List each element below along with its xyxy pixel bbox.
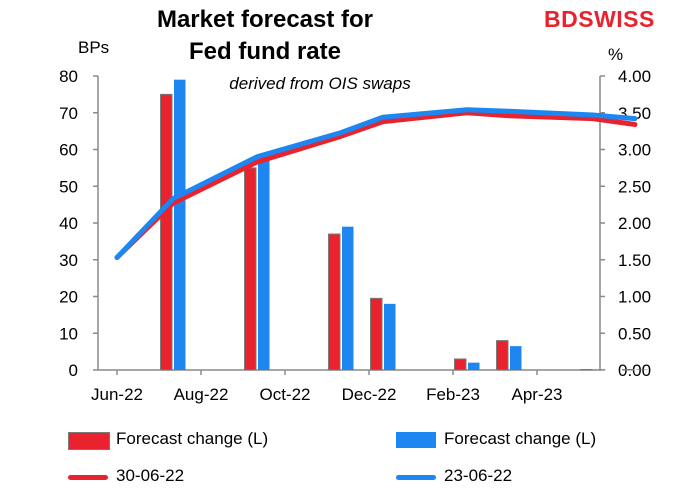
right-axis-tick-label: 1.50	[618, 251, 651, 270]
bar-blue-23-06-22	[174, 79, 186, 371]
right-axis-tick-label: 0.00	[618, 361, 651, 380]
legend-label-red-bar: Forecast change (L)	[116, 429, 269, 448]
logo-swiss: SWISS	[578, 6, 655, 32]
legend-item-blue-line: 23-06-22	[396, 466, 676, 490]
chart-title-line1: Market forecast for	[156, 6, 374, 33]
legend-label-blue-bar: Forecast change (L)	[444, 429, 597, 448]
x-axis-tick-label: Aug-22	[174, 385, 229, 404]
left-axis-tick-label: 80	[59, 67, 78, 86]
legend-item-blue-bar: Forecast change (L)	[396, 429, 676, 453]
bar-blue-23-06-22	[510, 346, 522, 370]
legend-item-red-bar: Forecast change (L)	[68, 429, 348, 453]
bar-red-30-06-22	[496, 340, 509, 371]
logo-bd: BD	[544, 6, 579, 32]
chart-subtitle: derived from OIS swaps	[229, 74, 411, 93]
right-axis-tick-label: 2.00	[618, 214, 651, 233]
bar-blue-23-06-22	[594, 369, 606, 370]
bar-blue-23-06-22	[636, 369, 648, 370]
legend-swatch-red-bar	[68, 432, 110, 450]
x-axis-tick-label: Oct-22	[259, 385, 310, 404]
bar-red-30-06-22	[454, 358, 467, 371]
left-axis-tick-label: 30	[59, 251, 78, 270]
x-axis-tick-label: Feb-23	[426, 385, 480, 404]
legend-label-blue-line: 23-06-22	[444, 466, 513, 485]
chart-title-line2: Fed fund rate	[188, 38, 341, 65]
line-series-30-06-22	[114, 110, 638, 260]
left-axis-tick-label: 70	[59, 104, 78, 123]
bar-blue-23-06-22	[384, 303, 396, 370]
right-axis-tick-label: 0.50	[618, 324, 651, 343]
legend-item-red-line: 30-06-22	[68, 466, 348, 490]
x-axis-tick-label: Dec-22	[342, 385, 397, 404]
bar-blue-23-06-22	[468, 362, 480, 370]
bdswiss-logo: BDSWISS	[544, 6, 655, 33]
right-axis-tick-label: 2.50	[618, 177, 651, 196]
x-axis-tick-label: Apr-23	[511, 385, 562, 404]
bar-blue-23-06-22	[258, 156, 270, 370]
right-axis-tick-label: 1.00	[618, 288, 651, 307]
bar-blue-23-06-22	[342, 226, 354, 370]
x-axis-tick-label: Jun-22	[91, 385, 143, 404]
bar-red-30-06-22	[244, 167, 257, 371]
legend-label-red-line: 30-06-22	[116, 466, 185, 485]
right-axis-tick-label: 4.00	[618, 67, 651, 86]
bar-red-30-06-22	[160, 93, 173, 371]
chart-title: Market forecast for Fed fund rate	[140, 4, 390, 68]
right-axis-unit: %	[608, 45, 624, 64]
left-axis-tick-label: 40	[59, 214, 78, 233]
legend-swatch-blue-bar	[396, 432, 436, 448]
bar-red-30-06-22	[622, 369, 635, 371]
bar-red-30-06-22	[580, 369, 593, 371]
left-axis-unit: BPs	[78, 38, 110, 57]
left-axis-tick-label: 50	[59, 177, 78, 196]
left-axis-tick-label: 10	[59, 324, 78, 343]
line-series-23-06-22	[114, 107, 638, 260]
legend-swatch-red-line	[68, 475, 108, 480]
left-axis-tick-label: 20	[59, 288, 78, 307]
legend-swatch-blue-line	[396, 475, 436, 480]
bar-red-30-06-22	[370, 297, 383, 371]
right-axis-tick-label: 3.00	[618, 141, 651, 160]
bar-red-30-06-22	[328, 233, 341, 371]
left-axis-tick-label: 0	[69, 361, 78, 380]
left-axis-tick-label: 60	[59, 141, 78, 160]
